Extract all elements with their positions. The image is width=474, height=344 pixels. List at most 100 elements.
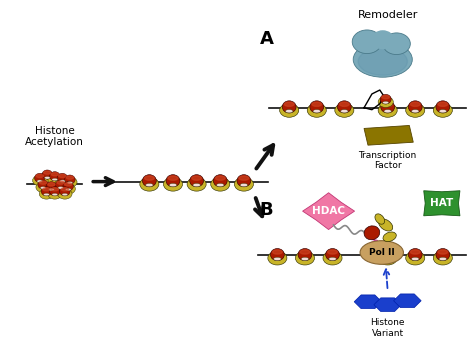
Ellipse shape: [383, 101, 389, 104]
Ellipse shape: [408, 248, 422, 261]
Ellipse shape: [57, 181, 64, 184]
Ellipse shape: [378, 104, 397, 117]
Ellipse shape: [63, 177, 77, 187]
Ellipse shape: [273, 250, 282, 254]
Text: A: A: [260, 30, 273, 48]
Ellipse shape: [378, 96, 393, 107]
Polygon shape: [354, 295, 382, 309]
Ellipse shape: [323, 251, 342, 265]
Ellipse shape: [411, 109, 419, 113]
Ellipse shape: [384, 257, 392, 261]
Text: HAT: HAT: [430, 198, 454, 208]
Ellipse shape: [57, 173, 68, 182]
Ellipse shape: [381, 101, 394, 113]
Ellipse shape: [40, 186, 46, 189]
Ellipse shape: [44, 193, 49, 196]
Ellipse shape: [438, 250, 447, 254]
Ellipse shape: [285, 109, 293, 113]
Ellipse shape: [300, 250, 310, 254]
Ellipse shape: [40, 172, 55, 182]
Ellipse shape: [190, 175, 203, 187]
Ellipse shape: [383, 33, 410, 55]
Ellipse shape: [410, 250, 420, 254]
Ellipse shape: [273, 257, 281, 261]
Ellipse shape: [372, 31, 393, 49]
Ellipse shape: [50, 172, 60, 181]
Ellipse shape: [67, 182, 73, 184]
Ellipse shape: [217, 183, 224, 187]
Text: B: B: [260, 201, 273, 219]
Ellipse shape: [37, 180, 43, 182]
Ellipse shape: [406, 251, 425, 265]
Ellipse shape: [282, 101, 296, 113]
Ellipse shape: [433, 104, 452, 117]
Ellipse shape: [54, 182, 68, 192]
Ellipse shape: [44, 184, 59, 194]
Ellipse shape: [39, 189, 54, 199]
Ellipse shape: [42, 170, 53, 179]
Ellipse shape: [410, 102, 420, 106]
Ellipse shape: [307, 104, 326, 117]
Ellipse shape: [142, 175, 156, 187]
Ellipse shape: [240, 183, 248, 187]
Ellipse shape: [360, 241, 403, 264]
Text: HDAC: HDAC: [312, 206, 345, 216]
Ellipse shape: [166, 175, 180, 187]
Ellipse shape: [284, 102, 294, 106]
Ellipse shape: [33, 175, 47, 186]
Ellipse shape: [298, 248, 312, 261]
Ellipse shape: [384, 109, 392, 113]
Text: Histone
Acetylation: Histone Acetylation: [26, 126, 84, 147]
Ellipse shape: [51, 173, 58, 176]
Ellipse shape: [436, 248, 450, 261]
Ellipse shape: [383, 232, 396, 241]
Ellipse shape: [326, 248, 339, 261]
Ellipse shape: [49, 188, 55, 191]
Ellipse shape: [61, 188, 69, 191]
Ellipse shape: [439, 109, 447, 113]
Ellipse shape: [438, 102, 447, 106]
Ellipse shape: [337, 101, 351, 113]
Text: Remodeler: Remodeler: [357, 10, 418, 20]
Ellipse shape: [36, 182, 50, 192]
Ellipse shape: [358, 48, 407, 75]
Ellipse shape: [46, 182, 57, 191]
Ellipse shape: [379, 219, 393, 231]
Ellipse shape: [50, 187, 60, 196]
Ellipse shape: [411, 257, 419, 261]
Ellipse shape: [65, 188, 71, 191]
Ellipse shape: [52, 193, 58, 196]
Ellipse shape: [436, 101, 450, 113]
Ellipse shape: [193, 183, 201, 187]
Ellipse shape: [433, 251, 452, 265]
Ellipse shape: [140, 177, 159, 191]
Ellipse shape: [383, 102, 392, 106]
Ellipse shape: [59, 180, 65, 182]
Ellipse shape: [382, 95, 390, 99]
Ellipse shape: [192, 176, 201, 180]
Ellipse shape: [146, 183, 153, 187]
Ellipse shape: [64, 183, 72, 186]
Ellipse shape: [352, 30, 382, 54]
Ellipse shape: [61, 184, 75, 194]
Ellipse shape: [215, 176, 225, 180]
Polygon shape: [424, 191, 460, 216]
Ellipse shape: [381, 248, 394, 261]
Ellipse shape: [335, 104, 354, 117]
Ellipse shape: [64, 175, 75, 184]
Ellipse shape: [63, 182, 73, 191]
Ellipse shape: [406, 104, 425, 117]
Ellipse shape: [145, 176, 154, 180]
Ellipse shape: [312, 102, 322, 106]
Ellipse shape: [408, 101, 422, 113]
Ellipse shape: [52, 178, 58, 181]
Polygon shape: [393, 294, 421, 308]
Ellipse shape: [280, 104, 299, 117]
Ellipse shape: [168, 176, 178, 180]
Ellipse shape: [38, 180, 48, 189]
Ellipse shape: [380, 94, 391, 104]
Ellipse shape: [328, 250, 337, 254]
Ellipse shape: [58, 189, 72, 199]
Ellipse shape: [237, 175, 251, 187]
Ellipse shape: [47, 189, 62, 199]
